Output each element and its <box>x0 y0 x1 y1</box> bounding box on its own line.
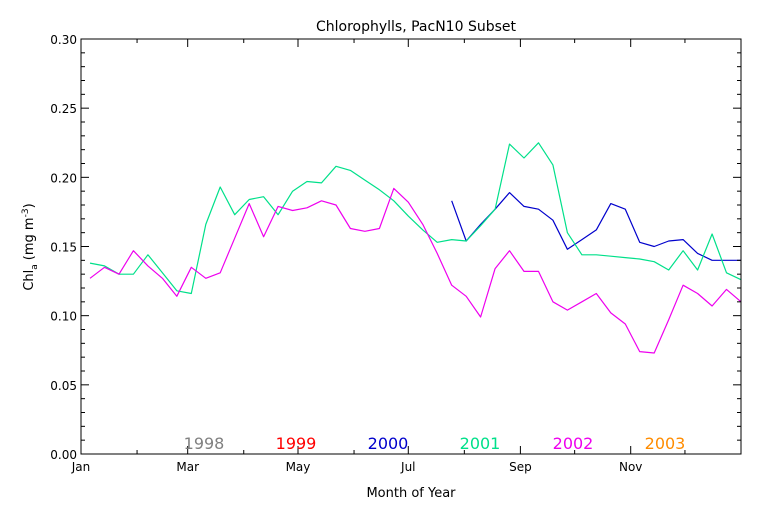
legend-entry-1998: 1998 <box>184 434 225 453</box>
x-tick-label: Mar <box>176 460 199 474</box>
legend: 1998 1999 2000 2001 2002 2003 <box>184 434 686 453</box>
series-line-2001 <box>89 142 742 295</box>
y-tick-label: 0.25 <box>50 102 77 116</box>
y-axis: 0.00 0.05 0.10 0.15 0.20 0.25 0.30 <box>50 33 741 462</box>
series-line-2002 <box>89 187 742 354</box>
x-tick-label: Sep <box>509 460 532 474</box>
plot-area <box>89 142 742 354</box>
chart-title: Chlorophylls, PacN10 Subset <box>316 19 517 35</box>
y-axis-label: Chla(mg m-3) <box>21 203 40 290</box>
x-axis-label: Month of Year <box>366 486 456 501</box>
legend-entry-2001: 2001 <box>460 434 501 453</box>
y-tick-label: 0.15 <box>50 241 77 255</box>
y-tick-label: 0.00 <box>50 448 77 462</box>
series-line-2000 <box>451 192 741 261</box>
y-tick-label: 0.05 <box>50 379 77 393</box>
legend-entry-2002: 2002 <box>553 434 594 453</box>
legend-entry-2000: 2000 <box>368 434 409 453</box>
y-tick-label: 0.20 <box>50 171 77 185</box>
y-tick-label: 0.30 <box>50 33 77 47</box>
x-tick-label: Nov <box>619 460 642 474</box>
x-tick-label: May <box>286 460 311 474</box>
plot-frame <box>80 38 742 455</box>
legend-entry-2003: 2003 <box>645 434 686 453</box>
y-tick-label: 0.10 <box>50 310 77 324</box>
legend-entry-1999: 1999 <box>276 434 317 453</box>
x-tick-label: Jan <box>71 460 91 474</box>
x-tick-label: Jul <box>400 460 415 474</box>
x-axis: Jan Mar May Jul Sep Nov <box>71 39 686 474</box>
